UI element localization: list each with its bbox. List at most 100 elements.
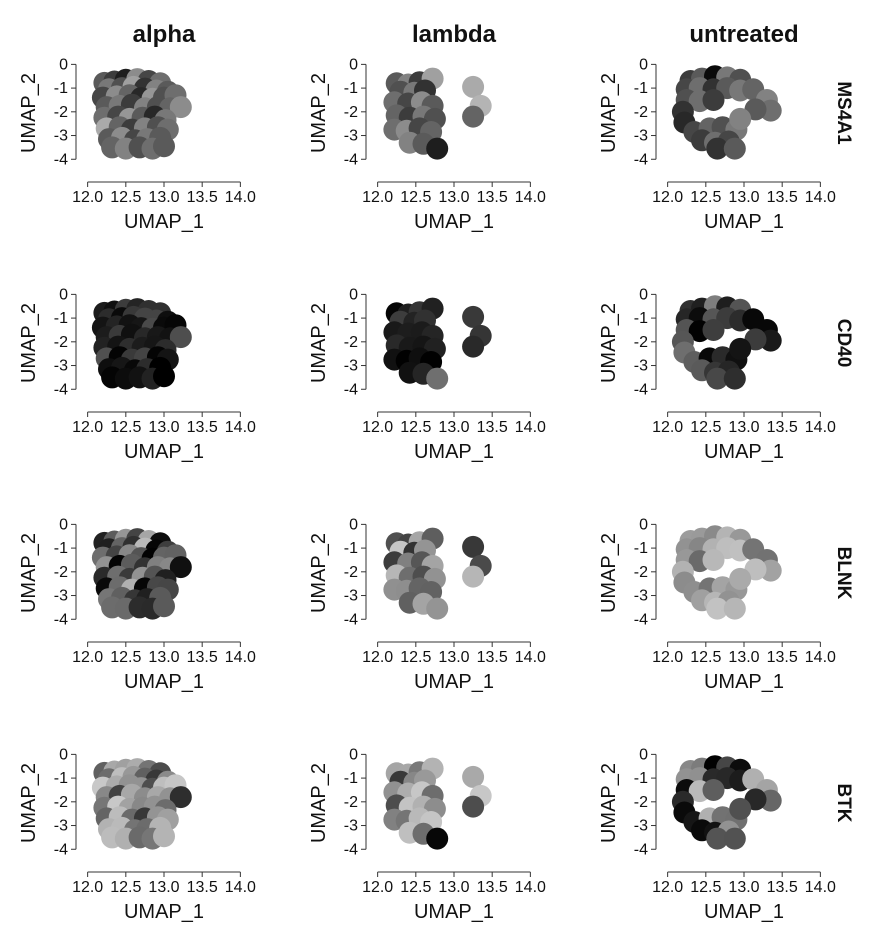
data-point	[426, 597, 449, 620]
x-tick-label: 13.5	[187, 649, 218, 666]
x-tick-label: 12.5	[110, 189, 141, 206]
y-tick-label: -1	[634, 540, 648, 557]
row-title-BTK: BTK	[833, 783, 854, 822]
y-tick-label: -3	[634, 358, 648, 375]
y-axis-title: UMAP_2	[18, 533, 40, 613]
x-axis-title: UMAP_1	[704, 671, 784, 693]
y-tick-label: 0	[59, 746, 68, 763]
x-tick-label: 13.0	[438, 649, 469, 666]
x-tick-label: 12.5	[400, 649, 431, 666]
x-tick-label: 13.0	[728, 879, 759, 896]
y-tick-label: -4	[634, 611, 648, 628]
y-tick-label: -2	[634, 104, 648, 121]
y-tick-label: -4	[344, 381, 358, 398]
data-point	[169, 326, 192, 349]
x-tick-label: 12.0	[362, 419, 393, 436]
y-tick-label: 0	[349, 516, 358, 533]
x-tick-label: 12.0	[362, 649, 393, 666]
y-tick-label: -1	[344, 80, 358, 97]
data-point	[462, 535, 485, 558]
x-tick-label: 12.5	[110, 419, 141, 436]
panel-MS4A1-untreated: 0 -1 -2 -3 -4 12.0 12.5 13.0 13.5 14.0 UMAP_1 UMAP_…	[598, 56, 836, 233]
row-titles: MS4A1 CD40 BLNK BTK	[833, 81, 854, 822]
data-point	[169, 96, 192, 119]
x-tick-label: 12.5	[690, 649, 721, 666]
x-tick-label: 12.0	[72, 189, 103, 206]
y-tick-label: -4	[634, 381, 648, 398]
x-tick-label: 13.5	[477, 879, 508, 896]
x-tick-label: 12.5	[400, 189, 431, 206]
x-tick-label: 12.5	[400, 419, 431, 436]
panel-MS4A1-lambda: 0 -1 -2 -3 -4 12.0 12.5 13.0 13.5 14.0 UMAP_1 UMAP_…	[308, 56, 546, 233]
y-tick-label: -2	[54, 334, 68, 351]
y-axis-title: UMAP_2	[18, 763, 40, 843]
data-point	[462, 565, 485, 588]
y-tick-label: -3	[54, 588, 68, 605]
x-tick-label: 14.0	[225, 879, 256, 896]
y-tick-label: -1	[344, 540, 358, 557]
data-point	[723, 367, 746, 390]
data-point	[702, 319, 725, 341]
y-tick-label: -3	[634, 588, 648, 605]
x-tick-label: 13.0	[728, 189, 759, 206]
x-tick-label: 12.0	[362, 879, 393, 896]
data-point	[706, 827, 729, 850]
x-tick-label: 13.5	[767, 189, 798, 206]
data-point	[462, 335, 485, 358]
x-tick-label: 12.0	[362, 189, 393, 206]
y-tick-label: -4	[634, 151, 648, 168]
points	[671, 755, 782, 850]
y-tick-label: -2	[344, 104, 358, 121]
y-tick-label: -3	[54, 128, 68, 145]
y-axis-title: UMAP_2	[308, 763, 330, 843]
data-point	[426, 827, 449, 850]
y-tick-label: -1	[634, 80, 648, 97]
panel-MS4A1-alpha: 0 -1 -2 -3 -4 12.0 12.5 13.0 13.5 14.0 UMAP_1 UMAP_…	[18, 56, 256, 233]
y-axis-title: UMAP_2	[18, 73, 40, 153]
x-axis-title: UMAP_1	[124, 441, 204, 463]
points	[383, 67, 492, 160]
x-tick-label: 13.5	[767, 879, 798, 896]
data-point	[169, 556, 192, 579]
y-tick-label: -2	[54, 104, 68, 121]
data-point	[153, 135, 175, 158]
x-axis-title: UMAP_1	[704, 901, 784, 923]
data-point	[729, 107, 752, 130]
x-tick-label: 12.5	[690, 189, 721, 206]
y-tick-label: -3	[344, 588, 358, 605]
y-axis-title: UMAP_2	[598, 303, 620, 383]
y-tick-label: 0	[349, 56, 358, 73]
data-point	[702, 89, 725, 111]
panel-CD40-alpha: 0 -1 -2 -3 -4 12.0 12.5 13.0 13.5 14.0 UMAP_1 UMAP_…	[18, 286, 256, 463]
x-tick-label: 12.5	[110, 879, 141, 896]
x-axis-title: UMAP_1	[124, 901, 204, 923]
points	[383, 297, 492, 390]
y-tick-label: 0	[59, 516, 68, 533]
y-tick-label: -4	[634, 841, 648, 858]
x-tick-label: 13.0	[148, 419, 179, 436]
points	[91, 758, 192, 850]
data-point	[729, 337, 752, 360]
y-tick-label: -2	[344, 564, 358, 581]
x-tick-label: 13.5	[187, 879, 218, 896]
x-axis-title: UMAP_1	[704, 211, 784, 233]
facet-panels: 0 -1 -2 -3 -4 12.0 12.5 13.0 13.5 14.0 UMAP_1 UMAP_…	[18, 56, 836, 923]
panel-BLNK-alpha: 0 -1 -2 -3 -4 12.0 12.5 13.0 13.5 14.0 UMAP_1 UMAP_…	[18, 516, 256, 693]
x-tick-label: 14.0	[225, 419, 256, 436]
x-tick-label: 12.0	[72, 419, 103, 436]
x-tick-label: 14.0	[515, 879, 546, 896]
column-title-lambda: lambda	[412, 21, 497, 48]
x-axis-title: UMAP_1	[704, 441, 784, 463]
panel-BTK-untreated: 0 -1 -2 -3 -4 12.0 12.5 13.0 13.5 14.0 UMAP_1 UMAP_…	[598, 746, 836, 923]
x-tick-label: 13.0	[438, 189, 469, 206]
y-tick-label: -3	[634, 128, 648, 145]
y-axis-title: UMAP_2	[308, 303, 330, 383]
x-axis-title: UMAP_1	[414, 441, 494, 463]
y-axis-title: UMAP_2	[598, 73, 620, 153]
y-tick-label: -3	[344, 358, 358, 375]
y-tick-label: -1	[634, 310, 648, 327]
x-tick-label: 14.0	[805, 419, 836, 436]
y-tick-label: -4	[344, 841, 358, 858]
row-title-CD40: CD40	[833, 319, 854, 368]
y-tick-label: -4	[344, 611, 358, 628]
